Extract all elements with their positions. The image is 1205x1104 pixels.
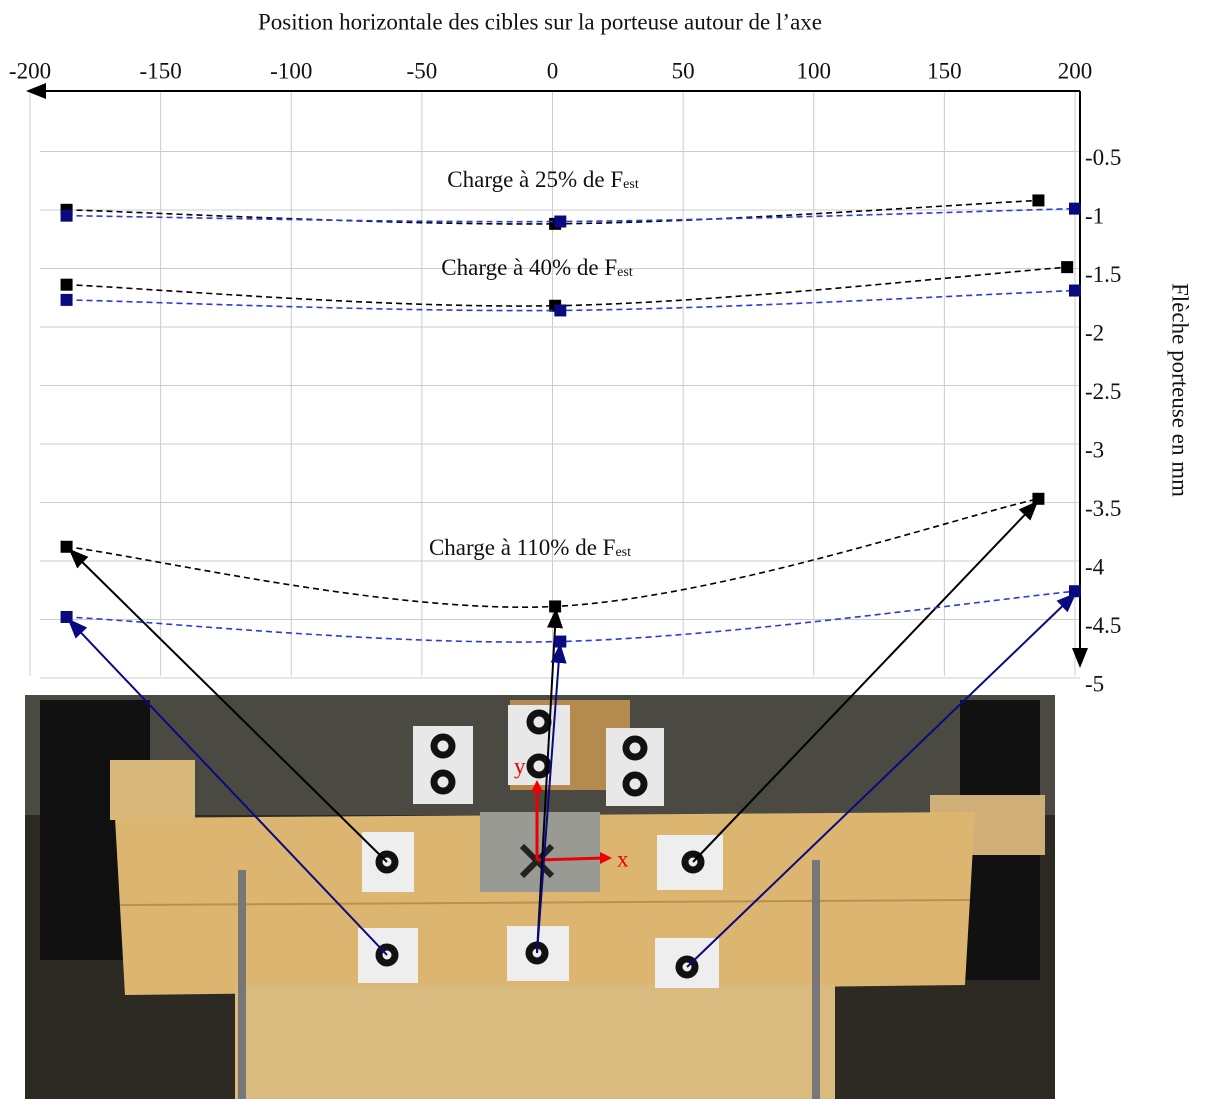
data-point — [554, 635, 567, 648]
x-tick-label: -200 — [9, 58, 51, 83]
data-point — [1032, 492, 1045, 505]
y-axis-title: Flèche porteuse en mm — [1168, 283, 1193, 497]
series-line — [66, 199, 1039, 225]
data-point — [1069, 284, 1081, 297]
data-point — [60, 209, 73, 222]
series-line — [66, 590, 1076, 643]
x-tick-label: 150 — [927, 58, 962, 83]
y-tick-label: -2.5 — [1085, 379, 1121, 404]
y-tick-label: -4.5 — [1085, 613, 1121, 638]
data-point — [60, 610, 73, 623]
x-tick-label: 200 — [1058, 58, 1093, 83]
data-point — [1032, 194, 1045, 207]
y-tick-label: -5 — [1085, 671, 1104, 696]
data-point — [60, 293, 73, 306]
data-point — [1061, 261, 1074, 274]
annotation-text: Charge à 25% de F — [447, 167, 623, 192]
series-line — [66, 266, 1068, 307]
x-tick-label: -50 — [407, 58, 438, 83]
data-point — [1069, 585, 1081, 598]
annotation-text: Charge à 40% de F — [441, 255, 617, 280]
x-tick-label: 0 — [547, 58, 559, 83]
y-tick-label: -1 — [1085, 203, 1104, 228]
x-tick-label: -150 — [140, 58, 182, 83]
y-tick-label: -4 — [1085, 554, 1105, 579]
data-point — [549, 600, 562, 613]
photo-axis-label: y — [514, 753, 526, 778]
annotation-subscript: est — [623, 177, 639, 192]
annotation: Charge à 25% de Fest — [447, 167, 639, 192]
y-tick-label: -2 — [1085, 320, 1104, 345]
data-point — [554, 304, 567, 317]
x-tick-label: -100 — [270, 58, 312, 83]
x-tick-label: 100 — [797, 58, 832, 83]
y-tick-label: -0.5 — [1085, 145, 1121, 170]
data-point — [60, 540, 73, 553]
annotation: Charge à 110% de Fest — [429, 535, 631, 560]
data-point — [60, 278, 73, 291]
y-tick-label: -3 — [1085, 437, 1104, 462]
annotation-subscript: est — [617, 265, 633, 280]
annotation-text: Charge à 110% de F — [429, 535, 616, 560]
y-tick-label: -1.5 — [1085, 262, 1121, 287]
x-axis-title: Position horizontale des cibles sur la p… — [258, 9, 822, 34]
annotation-subscript: est — [615, 545, 631, 560]
photo-axis-label: x — [617, 846, 629, 871]
photo: y x — [25, 500, 1077, 1099]
annotation: Charge à 40% de Fest — [441, 255, 633, 280]
x-tick-label: 50 — [672, 58, 695, 83]
data-point — [554, 215, 567, 228]
y-tick-label: -3.5 — [1085, 496, 1121, 521]
data-point — [1069, 202, 1081, 215]
